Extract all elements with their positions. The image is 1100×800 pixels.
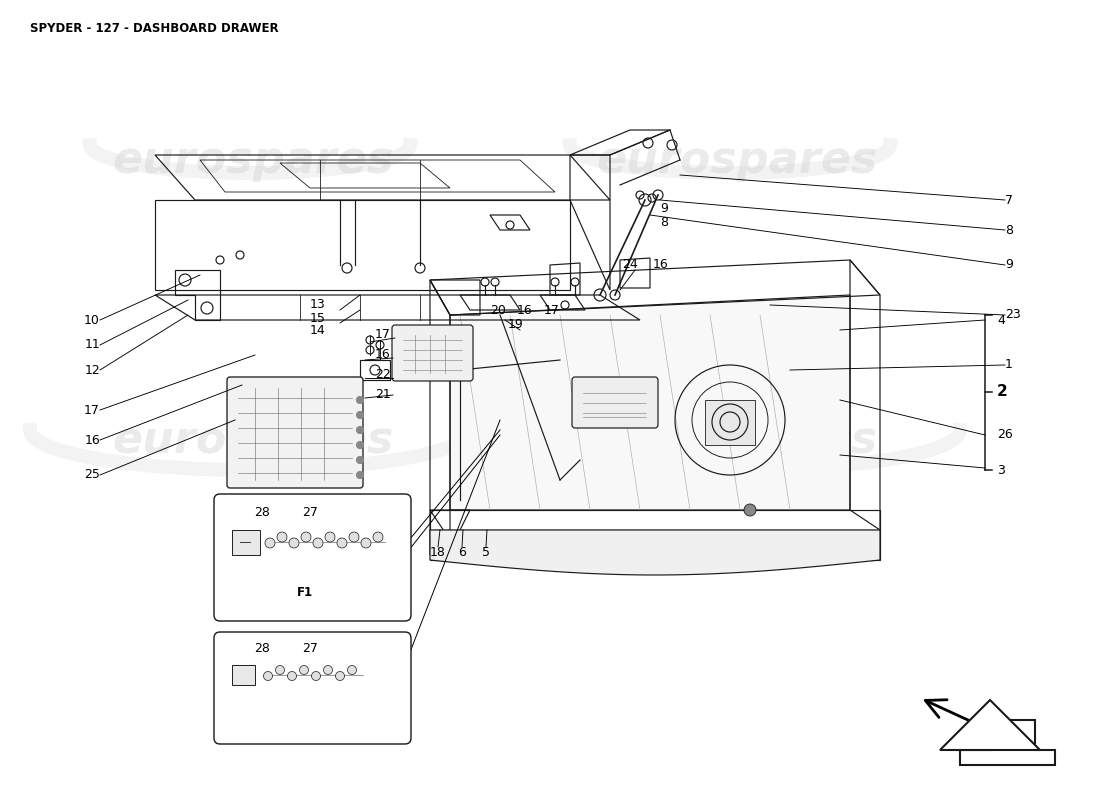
Circle shape (287, 671, 297, 681)
Circle shape (356, 442, 363, 449)
Circle shape (311, 671, 320, 681)
Text: 10: 10 (84, 314, 100, 326)
Polygon shape (940, 700, 1040, 750)
Text: 27: 27 (302, 506, 318, 518)
Text: 3: 3 (997, 463, 1005, 477)
FancyBboxPatch shape (214, 632, 411, 744)
Circle shape (324, 532, 336, 542)
Text: 16: 16 (375, 349, 390, 362)
Polygon shape (232, 665, 255, 685)
Circle shape (299, 666, 308, 674)
FancyBboxPatch shape (392, 325, 473, 381)
Text: SPYDER - 127 - DASHBOARD DRAWER: SPYDER - 127 - DASHBOARD DRAWER (30, 22, 278, 35)
Text: 17: 17 (544, 303, 560, 317)
Circle shape (744, 504, 756, 516)
Circle shape (301, 532, 311, 542)
Text: F1: F1 (297, 586, 313, 598)
Circle shape (289, 538, 299, 548)
Text: eurospares: eurospares (596, 418, 878, 462)
Text: 25: 25 (84, 469, 100, 482)
Text: 27: 27 (302, 642, 318, 654)
Text: 1: 1 (1005, 358, 1013, 371)
Text: 15: 15 (310, 311, 326, 325)
Text: 4: 4 (997, 314, 1005, 326)
Polygon shape (232, 530, 260, 555)
Circle shape (337, 538, 346, 548)
Text: 18: 18 (430, 546, 446, 558)
Circle shape (361, 538, 371, 548)
Text: 8: 8 (660, 215, 668, 229)
Text: 19: 19 (508, 318, 524, 331)
Circle shape (336, 671, 344, 681)
Text: eurospares: eurospares (112, 138, 394, 182)
Text: 11: 11 (85, 338, 100, 351)
Text: 5: 5 (482, 546, 490, 558)
Circle shape (356, 457, 363, 463)
Text: 2: 2 (997, 385, 1008, 399)
FancyBboxPatch shape (572, 377, 658, 428)
Text: 9: 9 (1005, 258, 1013, 271)
Text: eurospares: eurospares (596, 138, 878, 182)
Text: 7: 7 (1005, 194, 1013, 206)
Text: eurospares: eurospares (112, 418, 394, 462)
Circle shape (356, 411, 363, 418)
Circle shape (264, 671, 273, 681)
Text: 28: 28 (254, 642, 270, 654)
Circle shape (265, 538, 275, 548)
Circle shape (277, 532, 287, 542)
Circle shape (348, 666, 356, 674)
Text: 13: 13 (310, 298, 326, 311)
Circle shape (373, 532, 383, 542)
FancyBboxPatch shape (214, 494, 411, 621)
Text: 22: 22 (375, 369, 390, 382)
Circle shape (349, 532, 359, 542)
Circle shape (356, 426, 363, 434)
Text: 14: 14 (310, 325, 326, 338)
Text: 16: 16 (517, 303, 532, 317)
Text: 20: 20 (490, 303, 506, 317)
Text: 21: 21 (375, 389, 390, 402)
Text: 6: 6 (458, 546, 466, 558)
Text: 24: 24 (621, 258, 638, 271)
Text: 8: 8 (1005, 223, 1013, 237)
Polygon shape (430, 530, 880, 575)
Circle shape (356, 471, 363, 478)
Text: 16: 16 (653, 258, 669, 271)
Text: 17: 17 (84, 403, 100, 417)
Polygon shape (960, 720, 1055, 765)
Circle shape (275, 666, 285, 674)
Text: 9: 9 (660, 202, 668, 214)
Circle shape (314, 538, 323, 548)
Polygon shape (450, 295, 850, 510)
Circle shape (323, 666, 332, 674)
FancyBboxPatch shape (227, 377, 363, 488)
Text: 28: 28 (254, 506, 270, 518)
Circle shape (356, 397, 363, 403)
Text: 23: 23 (1005, 309, 1021, 322)
Text: 26: 26 (997, 429, 1013, 442)
Polygon shape (705, 400, 755, 445)
Text: 17: 17 (375, 329, 390, 342)
Text: 12: 12 (85, 363, 100, 377)
Text: 16: 16 (85, 434, 100, 446)
